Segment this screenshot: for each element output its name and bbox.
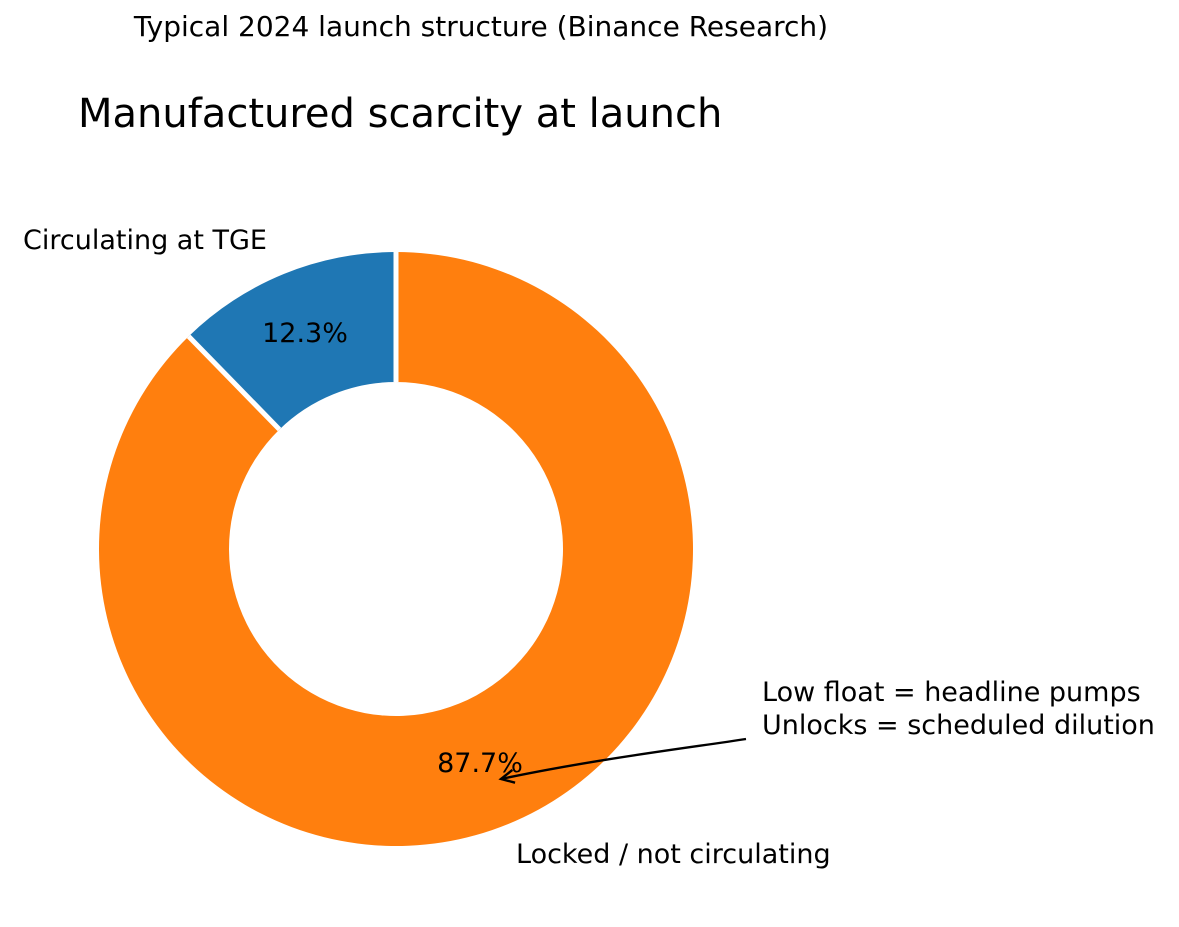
slice-separator (186, 334, 282, 432)
pct-label-circulating: 12.3% (262, 318, 348, 349)
donut-slices (98, 252, 693, 846)
pct-label-locked: 87.7% (437, 748, 523, 779)
annotation-text: Low float = headline pumps Unlocks = sch… (762, 676, 1155, 742)
pie-slice-0 (188, 252, 396, 430)
chart-title: Manufactured scarcity at launch (78, 91, 723, 137)
chart-subtitle: Typical 2024 launch structure (Binance R… (133, 10, 829, 43)
pie-slice-1 (98, 252, 693, 846)
slice-label-locked-not-circulating: Locked / not circulating (516, 839, 831, 870)
annotation-line-1: Low float = headline pumps (762, 677, 1141, 708)
slice-separators (186, 252, 399, 432)
annotation-line-2: Unlocks = scheduled dilution (762, 710, 1155, 741)
annotation-arrow (498, 737, 747, 784)
slice-label-circulating-at-tge: Circulating at TGE (23, 225, 267, 256)
